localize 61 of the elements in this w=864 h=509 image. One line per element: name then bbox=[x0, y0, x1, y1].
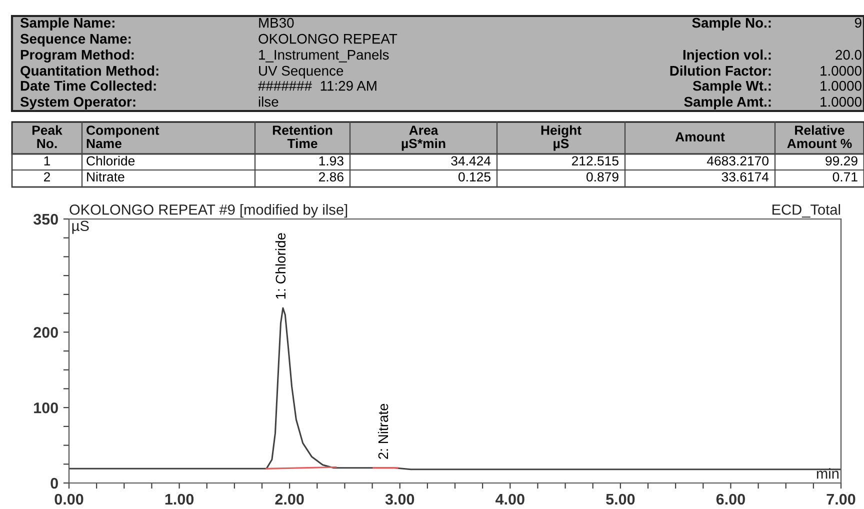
chart-title: OKOLONGO REPEAT #9 [modified by ilse] bbox=[70, 204, 348, 218]
text: Injection vol.: bbox=[683, 50, 771, 62]
x-tick-label: 2.00 bbox=[275, 494, 304, 505]
text: UV Sequence bbox=[259, 66, 344, 78]
x-tick-label: 3.00 bbox=[385, 494, 414, 505]
text: Retention Time bbox=[272, 125, 332, 148]
x-tick-label: 6.00 bbox=[716, 494, 745, 505]
text: 1.93 bbox=[319, 156, 344, 166]
text: System Operator: bbox=[20, 96, 136, 110]
text: Program Method: bbox=[20, 49, 134, 63]
text: Relative Amount % bbox=[787, 125, 852, 148]
x-tick-label: 7.00 bbox=[826, 494, 856, 505]
text: 1_Instrument_Panels bbox=[259, 50, 389, 62]
text: Sample Name: bbox=[20, 18, 114, 30]
text: 1 bbox=[44, 156, 50, 166]
text: Quantitation Method: bbox=[20, 66, 158, 78]
text: Peak No. bbox=[32, 125, 62, 148]
text: Sample Wt.: bbox=[692, 80, 771, 94]
text: MB30 bbox=[259, 18, 294, 28]
text: Sample Amt.: bbox=[684, 96, 771, 110]
text: 99.29 bbox=[826, 156, 858, 166]
text: Component Name bbox=[86, 126, 160, 148]
text: 0.125 bbox=[458, 172, 490, 182]
text: Height µS bbox=[541, 125, 582, 151]
text: ####### 11:29 AM bbox=[258, 80, 376, 91]
text: Area µS*min bbox=[402, 126, 446, 151]
text: 2.86 bbox=[318, 172, 344, 182]
y-tick-label: 350 bbox=[33, 214, 58, 225]
annotation: 2: Nitrate bbox=[378, 404, 388, 459]
y-tick-label: 100 bbox=[34, 402, 58, 414]
x-tick-label: 5.00 bbox=[606, 494, 635, 505]
text: Dilution Factor: bbox=[670, 66, 771, 76]
text: Amount bbox=[675, 132, 725, 142]
x-axis-title: min bbox=[816, 468, 839, 479]
text: 0.879 bbox=[586, 172, 618, 182]
text: Sequence Name: bbox=[20, 34, 131, 46]
text: 33.6174 bbox=[722, 172, 769, 182]
text: OKOLONGO REPEAT bbox=[258, 34, 398, 44]
text: 34.424 bbox=[451, 156, 491, 166]
y-tick-label: 0 bbox=[50, 478, 58, 489]
text: ilse bbox=[258, 96, 278, 107]
x-tick-label: 0.00 bbox=[54, 494, 84, 505]
text: Date Time Collected: bbox=[20, 80, 156, 91]
text: 4683.2170 bbox=[706, 156, 768, 166]
text: 1.0000 bbox=[820, 96, 862, 107]
y-tick-label: 200 bbox=[34, 327, 58, 338]
text: Nitrate bbox=[87, 172, 124, 182]
text: 212.515 bbox=[572, 156, 618, 166]
chart-subtitle: ECD_Total bbox=[772, 204, 840, 218]
text: 1.0000 bbox=[820, 66, 862, 76]
text: Sample No.: bbox=[692, 18, 771, 30]
text: 20.0 bbox=[836, 50, 862, 60]
text: 0.71 bbox=[832, 172, 858, 182]
x-tick-label: 1.00 bbox=[165, 494, 194, 505]
x-tick-label: 4.00 bbox=[496, 494, 524, 505]
annotation: 1: Chloride bbox=[275, 233, 286, 299]
y-axis-title: µS bbox=[72, 220, 89, 234]
text: Chloride bbox=[86, 156, 135, 166]
text: 2 bbox=[44, 172, 50, 182]
text: 9 bbox=[854, 18, 862, 28]
text: 1.0000 bbox=[820, 80, 862, 91]
